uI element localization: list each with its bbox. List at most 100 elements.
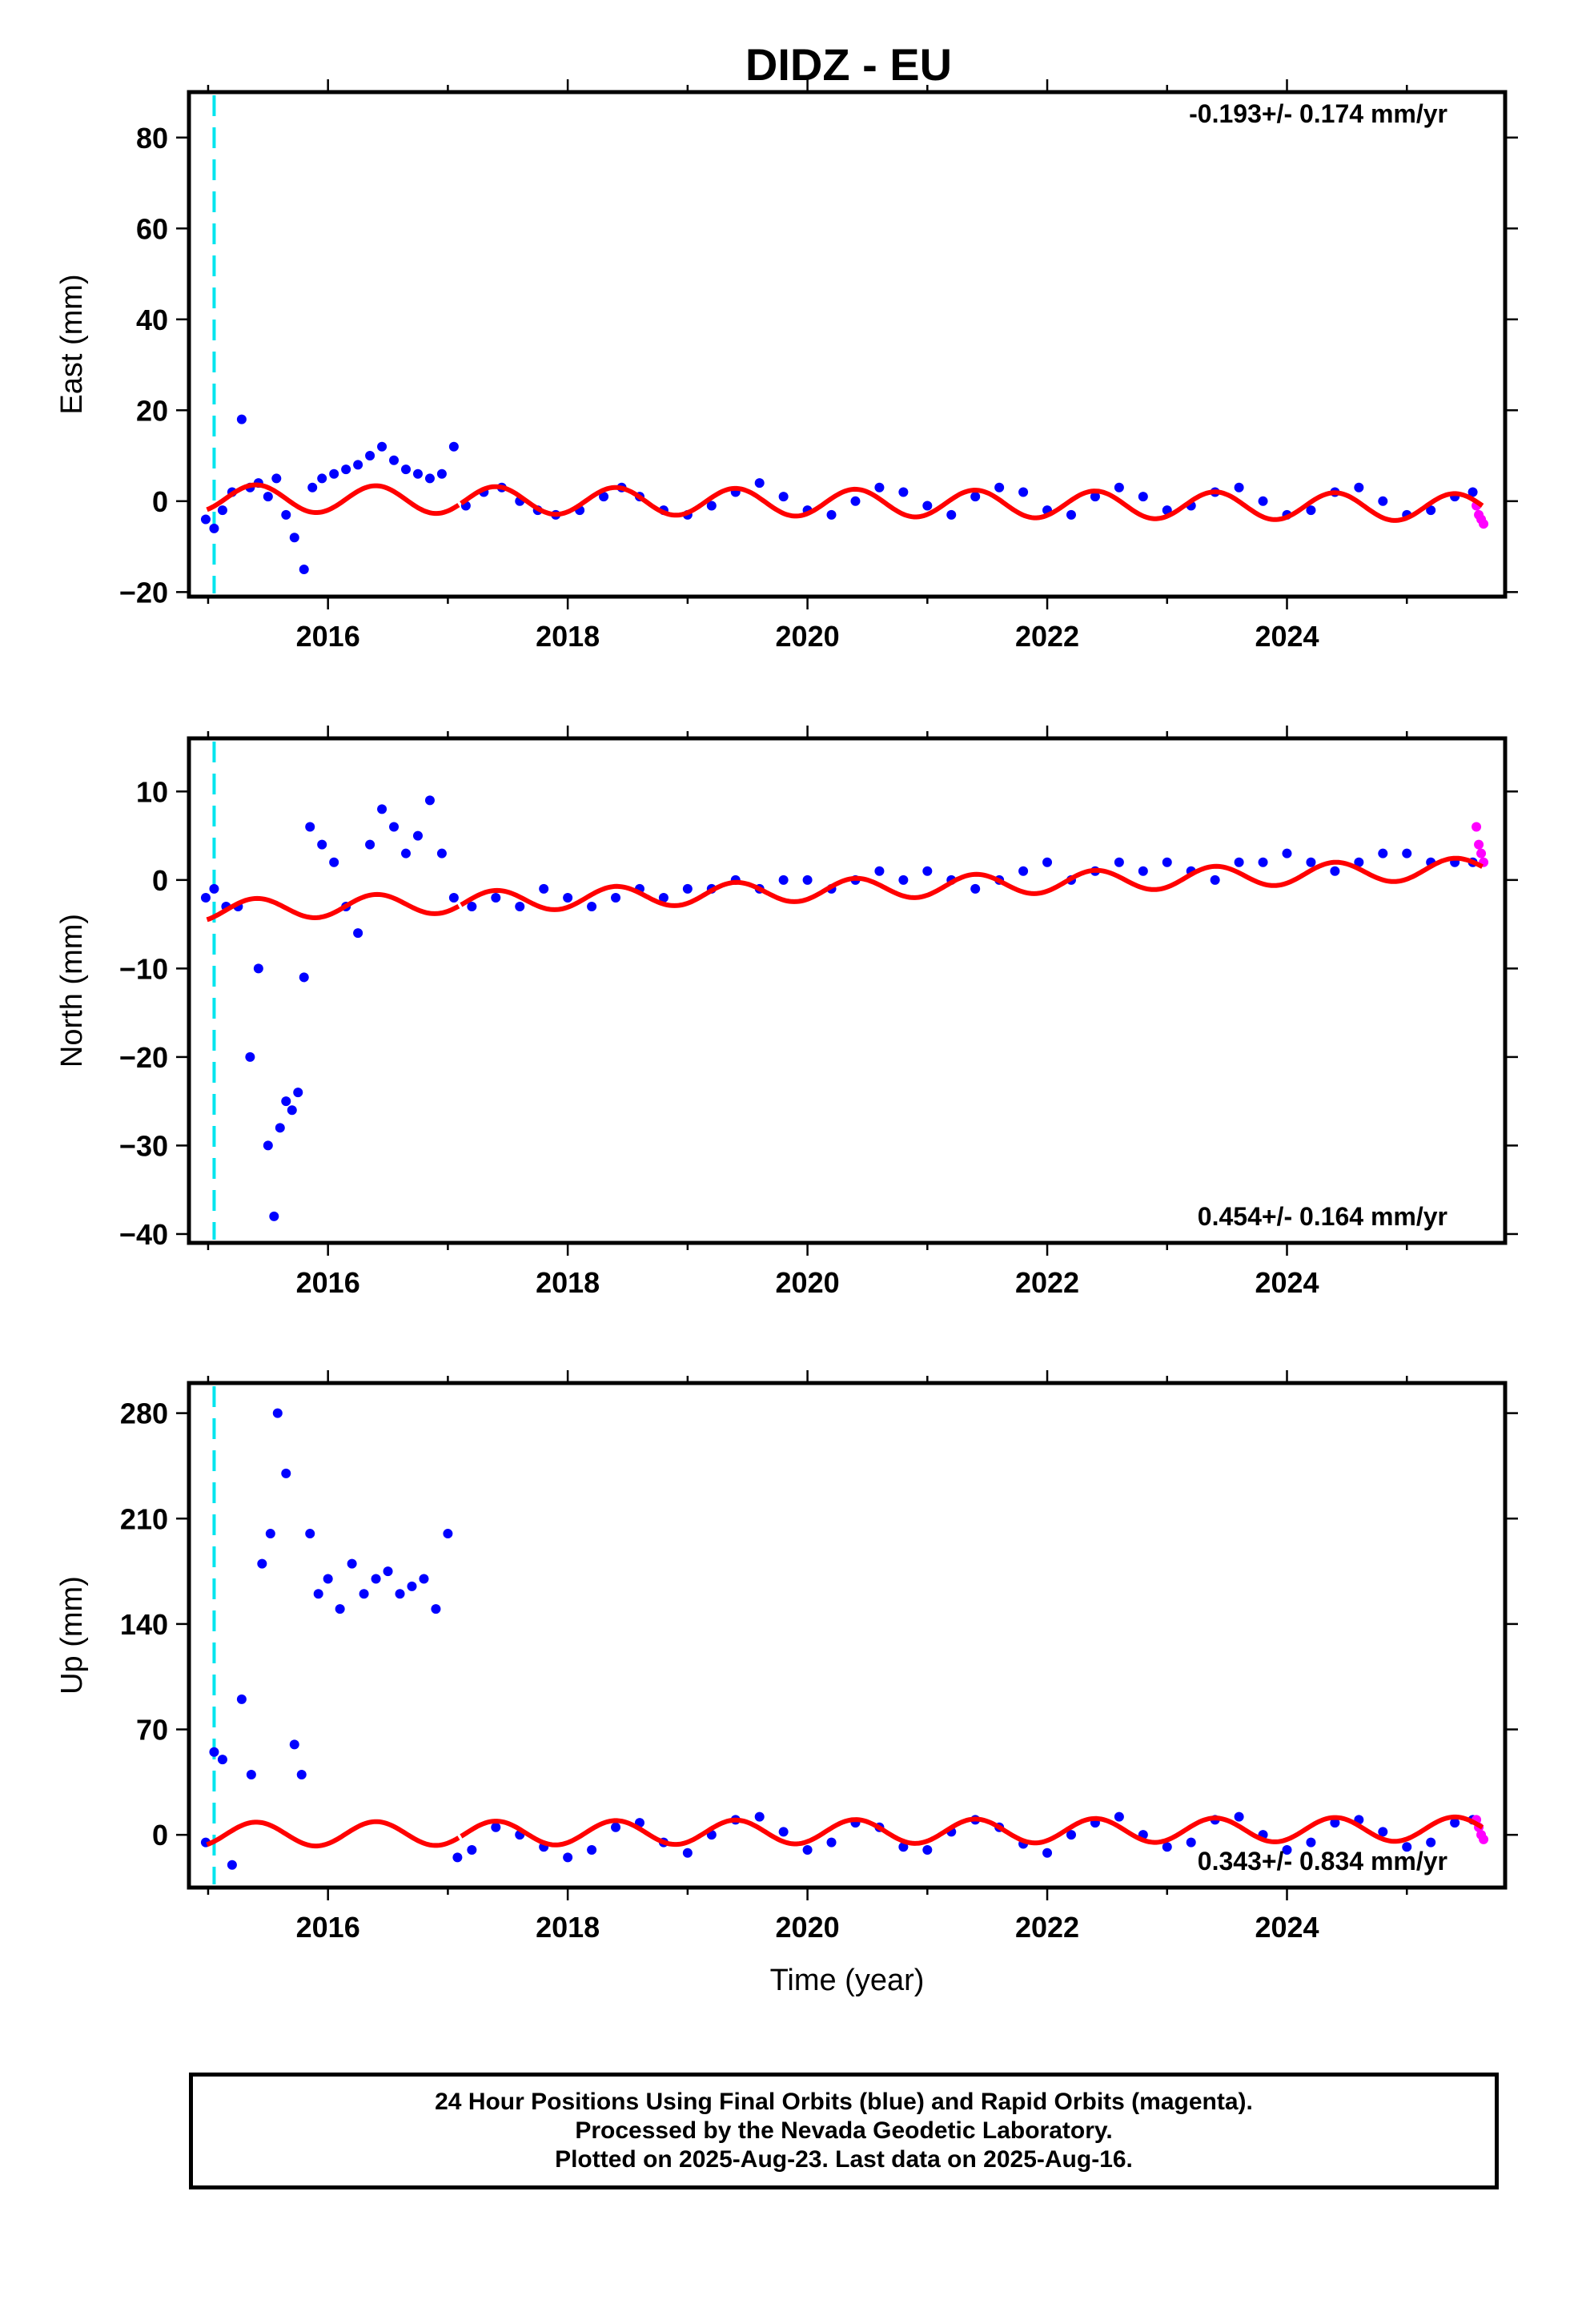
final-orbit-point (1210, 875, 1220, 885)
final-orbit-point (1450, 1818, 1460, 1828)
final-orbit-point (289, 1739, 299, 1750)
final-orbit-point (778, 1827, 789, 1837)
final-orbit-point (563, 892, 573, 903)
final-orbit-point (365, 839, 375, 850)
y-tick-label: 70 (136, 1714, 168, 1747)
final-orbit-point (1282, 1844, 1292, 1855)
final-orbit-point (227, 1860, 237, 1870)
final-orbit-point (287, 1105, 297, 1116)
x-tick-label: 2020 (776, 620, 840, 653)
final-orbit-point (296, 1769, 307, 1779)
final-orbit-point (706, 501, 717, 511)
final-orbit-point (401, 848, 412, 858)
final-orbit-point (341, 464, 351, 475)
final-orbit-point (1114, 857, 1124, 867)
final-orbit-point (922, 1844, 933, 1855)
final-orbit-point (1042, 1848, 1053, 1858)
velocity-rate-label: 0.343+/- 0.834 mm/yr (1198, 1847, 1447, 1876)
final-orbit-point (389, 822, 400, 832)
final-orbit-point (898, 875, 909, 885)
final-orbit-point (299, 564, 309, 574)
final-orbit-point (898, 487, 909, 497)
model-curve-segment (460, 1814, 1484, 1848)
final-orbit-point (1330, 1818, 1340, 1828)
y-tick-label: −10 (119, 952, 168, 985)
y-tick-label: 80 (136, 122, 168, 155)
final-orbit-point (1354, 857, 1364, 867)
final-orbit-point (200, 514, 211, 525)
data-layer (200, 1386, 1489, 1884)
footer-box: 24 Hour Positions Using Final Orbits (bl… (189, 2073, 1499, 2189)
final-orbit-point (246, 1769, 256, 1779)
final-orbit-point (778, 875, 789, 885)
final-orbit-point (281, 1096, 291, 1107)
final-orbit-point (389, 455, 400, 465)
final-orbit-point (1234, 482, 1244, 493)
final-orbit-point (754, 478, 765, 489)
final-orbit-point (1426, 1837, 1436, 1848)
final-orbit-point (305, 1529, 315, 1539)
final-orbit-point (329, 468, 339, 479)
y-axis-title: East (mm) (55, 274, 89, 414)
final-orbit-point (436, 848, 447, 858)
final-orbit-point (874, 482, 885, 493)
final-orbit-point (1162, 857, 1172, 867)
final-orbit-point (443, 1529, 453, 1539)
final-orbit-point (1138, 866, 1148, 876)
final-orbit-point (383, 1566, 393, 1577)
final-orbit-point (1066, 1830, 1076, 1840)
final-orbit-point (1234, 1811, 1244, 1822)
final-orbit-point (424, 473, 435, 484)
final-orbit-point (448, 441, 459, 452)
final-orbit-point (353, 460, 363, 470)
panels: 2016 2018 2020 2022 2024 −20 0 20 40 60 80 East (mm… (55, 79, 1518, 1997)
x-axis-title: Time (year) (770, 1964, 925, 1997)
final-orbit-point (1114, 482, 1124, 493)
y-tick-label: −20 (119, 1041, 168, 1074)
panel-north: 2016 2018 2020 2022 2024 −40 −30 −20 −10 0 10 North… (55, 726, 1518, 1299)
final-orbit-point (269, 1211, 279, 1221)
final-orbit-point (217, 1755, 227, 1765)
model-curve-segment (206, 1819, 460, 1849)
final-orbit-point (1042, 857, 1053, 867)
final-orbit-point (1114, 1811, 1124, 1822)
plot-frame (187, 90, 1508, 599)
footer-line-2: Processed by the Nevada Geodetic Laborat… (575, 2117, 1113, 2144)
final-orbit-point (419, 1574, 429, 1584)
final-orbit-point (313, 1589, 323, 1599)
final-orbit-point (299, 972, 309, 983)
final-orbit-point (874, 866, 885, 876)
final-orbit-point (1258, 496, 1268, 506)
final-orbit-point (587, 1844, 597, 1855)
y-tick-label: 0 (152, 1819, 168, 1852)
final-orbit-point (412, 830, 423, 841)
final-orbit-point (323, 1574, 333, 1584)
rapid-orbit-point (1472, 822, 1482, 832)
final-orbit-point (307, 482, 318, 493)
rapid-orbit-point (1479, 1834, 1489, 1844)
y-tick-label: 0 (152, 864, 168, 897)
final-orbit-point (563, 1852, 573, 1863)
velocity-rate-label: -0.193+/- 0.174 mm/yr (1189, 99, 1447, 128)
final-orbit-point (599, 492, 609, 502)
final-orbit-point (281, 509, 291, 520)
y-axis-title: Up (mm) (55, 1576, 89, 1695)
rapid-orbit-point (1474, 839, 1484, 850)
final-orbit-point (826, 509, 837, 520)
final-orbit-point (263, 1140, 273, 1151)
final-orbit-point (305, 822, 315, 832)
final-orbit-point (1282, 848, 1292, 858)
model-curve-segment (206, 482, 460, 517)
final-orbit-point (347, 1558, 357, 1569)
final-orbit-point (658, 892, 669, 903)
final-orbit-point (424, 795, 435, 806)
final-orbit-point (272, 1408, 283, 1418)
final-orbit-point (994, 482, 1005, 493)
final-orbit-point (236, 414, 247, 424)
y-tick-label: 280 (120, 1397, 168, 1430)
x-tick-label: 2022 (1015, 620, 1079, 653)
final-orbit-point (377, 441, 387, 452)
final-orbit-point (826, 1837, 837, 1848)
footer-line-1: 24 Hour Positions Using Final Orbits (bl… (435, 2089, 1253, 2115)
final-orbit-point (371, 1574, 381, 1584)
